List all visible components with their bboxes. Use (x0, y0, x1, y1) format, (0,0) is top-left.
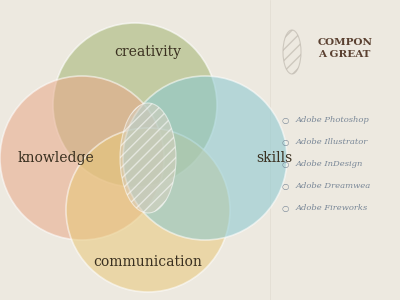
Ellipse shape (120, 103, 176, 213)
Text: ○: ○ (281, 160, 289, 169)
Text: Adobe InDesign: Adobe InDesign (296, 160, 363, 168)
Text: knowledge: knowledge (18, 151, 95, 165)
Text: COMPON
A GREAT: COMPON A GREAT (318, 38, 373, 59)
Text: ○: ○ (281, 203, 289, 212)
Text: creativity: creativity (114, 45, 182, 59)
Text: Adobe Photoshop: Adobe Photoshop (296, 116, 370, 124)
Circle shape (0, 76, 164, 240)
Text: communication: communication (94, 255, 202, 269)
Circle shape (53, 23, 217, 187)
Text: Adobe Fireworks: Adobe Fireworks (296, 204, 368, 212)
Circle shape (123, 76, 287, 240)
Text: ○: ○ (281, 137, 289, 146)
Text: Adobe Illustrator: Adobe Illustrator (296, 138, 368, 146)
Text: ○: ○ (281, 116, 289, 124)
Text: Adobe Dreamwea: Adobe Dreamwea (296, 182, 371, 190)
Text: ○: ○ (281, 182, 289, 190)
Circle shape (66, 128, 230, 292)
Text: skills: skills (256, 151, 292, 165)
